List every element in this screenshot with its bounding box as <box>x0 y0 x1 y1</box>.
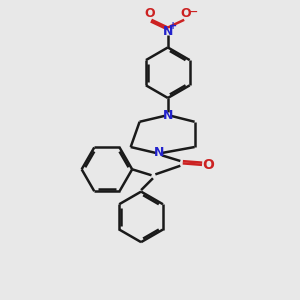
Text: +: + <box>169 21 177 31</box>
Text: O: O <box>180 8 191 20</box>
Text: N: N <box>163 109 173 122</box>
Text: O: O <box>202 158 214 172</box>
Text: N: N <box>163 25 173 38</box>
Text: −: − <box>189 7 198 16</box>
Text: N: N <box>154 146 164 160</box>
Text: O: O <box>145 8 155 20</box>
